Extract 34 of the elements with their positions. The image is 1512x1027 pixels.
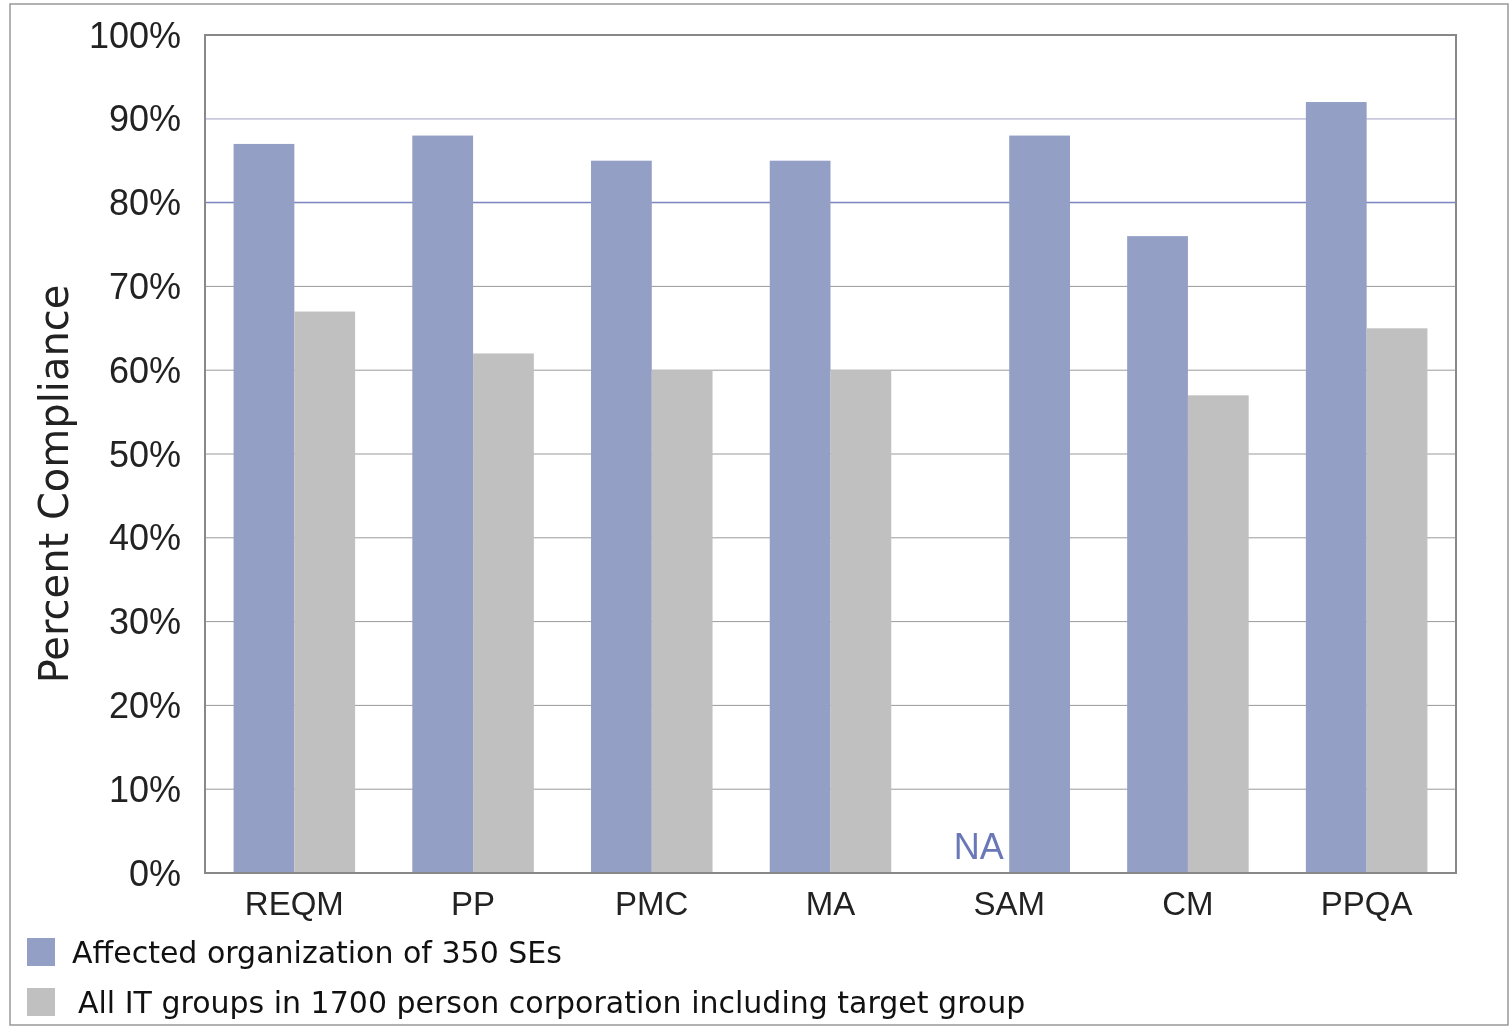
y-tick-label: 100% bbox=[88, 14, 181, 56]
x-tick-label: SAM bbox=[973, 885, 1045, 922]
legend-label: All IT groups in 1700 person corporation including target group bbox=[78, 984, 1026, 1020]
y-tick-label: 30% bbox=[108, 601, 181, 643]
x-tick-label: REQM bbox=[244, 885, 344, 922]
bar bbox=[294, 311, 356, 873]
x-tick-label: CM bbox=[1162, 885, 1214, 922]
y-tick-label: 40% bbox=[108, 517, 181, 559]
bar bbox=[473, 353, 534, 873]
legend-label: Affected organization of 350 SEs bbox=[72, 934, 562, 970]
y-tick-label: 50% bbox=[108, 433, 181, 475]
y-tick-label: 90% bbox=[108, 98, 181, 140]
bar bbox=[412, 135, 474, 873]
y-axis-title: Percent Compliance bbox=[31, 284, 77, 684]
x-tick-label: PP bbox=[451, 885, 496, 922]
annotation: NA bbox=[953, 826, 1004, 867]
y-tick-label: 0% bbox=[128, 852, 181, 894]
bar bbox=[591, 160, 652, 873]
bar bbox=[651, 370, 713, 873]
bar bbox=[233, 143, 295, 873]
y-tick-label: 80% bbox=[108, 182, 181, 224]
x-tick-label: PMC bbox=[615, 885, 689, 922]
x-tick-label: PPQA bbox=[1320, 885, 1413, 922]
bar bbox=[769, 160, 831, 873]
bar bbox=[1127, 236, 1188, 873]
bar bbox=[1187, 395, 1249, 873]
bar bbox=[1305, 102, 1367, 873]
y-tick-label: 70% bbox=[108, 266, 181, 307]
x-tick-label: MA bbox=[805, 885, 856, 922]
y-tick-label: 60% bbox=[108, 349, 181, 391]
bar bbox=[830, 370, 892, 873]
bar bbox=[1366, 328, 1428, 873]
y-tick-label: 20% bbox=[108, 685, 181, 726]
y-tick-label: 10% bbox=[108, 768, 181, 810]
